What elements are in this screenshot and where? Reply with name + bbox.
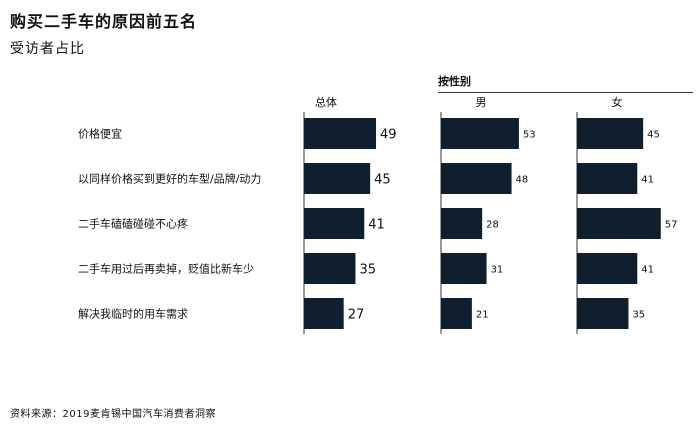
data-label: 41 [368,218,385,233]
series-header: 总体 [315,95,337,109]
bar [441,163,512,194]
data-label: 27 [348,308,365,323]
data-label: 49 [380,128,397,143]
bar [577,118,644,149]
bar [577,208,661,239]
bar [577,163,638,194]
series-header: 女 [612,95,623,109]
series-header: 男 [476,96,487,109]
bar [441,253,487,284]
data-label: 48 [516,175,529,186]
bar [441,208,483,239]
category-label: 解决我临时的用车需求 [78,307,188,321]
bar [577,253,638,284]
bar [304,163,371,194]
data-label: 45 [647,130,660,141]
category-label: 二手车磕磕碰碰不心疼 [78,217,188,231]
bar [441,298,472,329]
data-label: 35 [359,263,376,278]
data-label: 31 [491,265,504,276]
data-label: 28 [486,220,499,231]
category-label: 以同样价格买到更好的车型/品牌/动力 [78,172,261,186]
data-label: 35 [632,310,645,321]
category-label: 价格便宜 [78,127,122,141]
bar-chart: 价格便宜以同样价格买到更好的车型/品牌/动力二手车磕磕碰碰不心疼二手车用过后再卖… [78,95,678,334]
data-label: 45 [374,173,391,188]
gender-group-label: 按性别 [438,75,471,88]
bar [304,208,365,239]
data-label: 57 [665,220,678,231]
source-note: 资料来源：2019麦肯锡中国汽车消费者洞察 [10,409,216,420]
gender-group-header: 按性别 [438,73,693,89]
data-label: 21 [476,310,489,321]
data-label: 41 [641,175,654,186]
category-label: 二手车用过后再卖掉，贬值比新车少 [78,262,254,276]
bar [441,118,519,149]
bar [304,253,356,284]
bar [577,298,629,329]
data-label: 53 [523,130,536,141]
bar [304,298,344,329]
chart-title: 购买二手车的原因前五名 [10,12,198,31]
data-label: 41 [641,265,654,276]
chart-subtitle: 受访者占比 [10,41,85,57]
bar [304,118,377,149]
gender-group-underline [438,92,693,93]
